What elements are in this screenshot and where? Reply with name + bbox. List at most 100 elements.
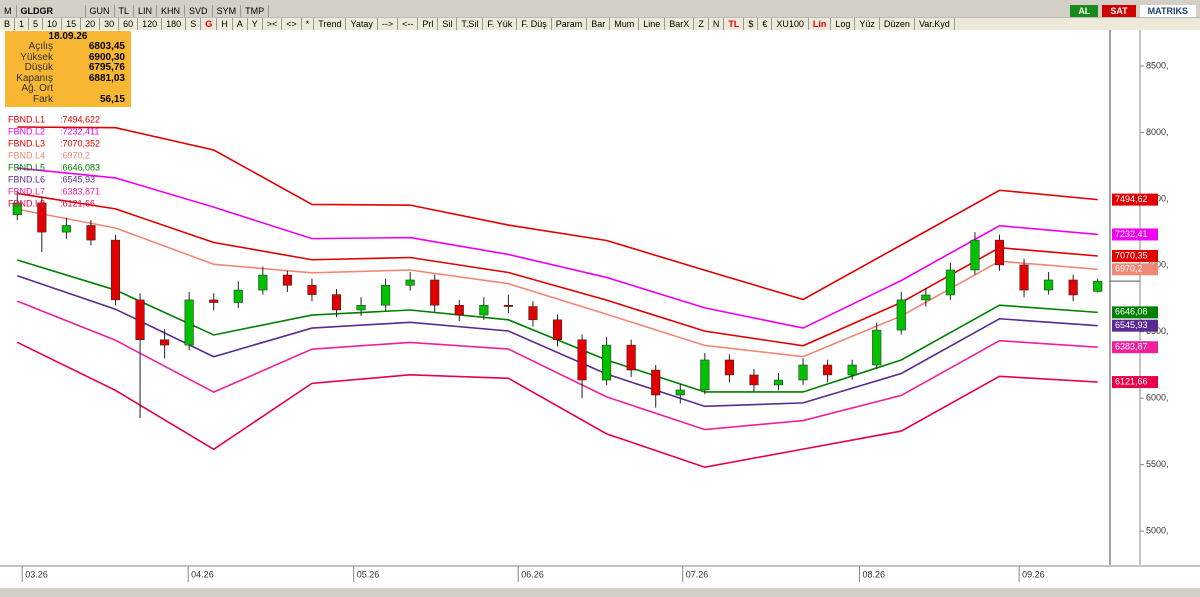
toolbar-button[interactable]: Bar bbox=[587, 18, 611, 30]
toolbar-button[interactable]: Z bbox=[694, 18, 709, 30]
info-label: Açılış bbox=[28, 41, 53, 52]
candle-body bbox=[184, 299, 194, 346]
toolbar-button[interactable]: * bbox=[302, 18, 315, 30]
toolbar-button[interactable]: 180 bbox=[162, 18, 187, 30]
toolbar-button[interactable]: TL bbox=[115, 5, 135, 17]
candle-body bbox=[430, 279, 440, 306]
toolbar-button[interactable]: >< bbox=[263, 18, 283, 30]
toolbar-button[interactable]: 15 bbox=[62, 18, 82, 30]
toolbar-button[interactable]: 120 bbox=[138, 18, 163, 30]
toolbar-button[interactable]: F. Yük bbox=[483, 18, 518, 30]
x-tick-label: 04.26 bbox=[191, 569, 214, 579]
candle-body bbox=[970, 239, 980, 271]
legend-value: :6970,2 bbox=[60, 150, 90, 160]
legend-name: FBND.L2 bbox=[8, 126, 45, 136]
toolbar-button[interactable]: T.Sil bbox=[457, 18, 484, 30]
value-box bbox=[1112, 376, 1158, 389]
band-line bbox=[17, 208, 1098, 358]
toolbar-button[interactable]: SYM bbox=[213, 5, 242, 17]
band-line bbox=[17, 192, 1098, 347]
toolbar-button[interactable]: Prl bbox=[418, 18, 439, 30]
toolbar-button[interactable]: SVD bbox=[185, 5, 213, 17]
buy-button[interactable]: AL bbox=[1070, 5, 1099, 17]
toolbar-button[interactable]: BarX bbox=[665, 18, 695, 30]
toolbar-button[interactable]: € bbox=[758, 18, 773, 30]
toolbar-button[interactable]: 5 bbox=[29, 18, 44, 30]
toolbar-button[interactable]: G bbox=[201, 18, 218, 30]
candle-body bbox=[233, 289, 243, 303]
band-line bbox=[17, 126, 1098, 301]
toolbar-button[interactable]: Yatay bbox=[346, 18, 378, 30]
toolbar-button[interactable]: F. Düş bbox=[517, 18, 552, 30]
toolbar-button[interactable]: 60 bbox=[119, 18, 139, 30]
value-box-label: 6121,66 bbox=[1115, 376, 1148, 386]
legend-value: :6121,66 bbox=[60, 198, 95, 208]
toolbar-top: M GLDGR GUN TL LIN KHN SVD SYM TMP bbox=[0, 5, 1200, 17]
toolbar-button[interactable]: $ bbox=[744, 18, 759, 30]
toolbar-button[interactable]: Param bbox=[552, 18, 588, 30]
toolbar-button[interactable]: B bbox=[0, 18, 16, 30]
candle-body bbox=[282, 274, 292, 286]
toolbar-button[interactable]: Düzen bbox=[880, 18, 915, 30]
value-box-label: 6383,87 bbox=[1115, 342, 1148, 352]
candle-body bbox=[381, 285, 391, 306]
toolbar-button[interactable]: 30 bbox=[100, 18, 120, 30]
toolbar-button[interactable]: N bbox=[709, 18, 725, 30]
toolbar-button[interactable]: TMP bbox=[241, 5, 270, 17]
info-date: 18.09.26 bbox=[48, 31, 88, 42]
candle-body bbox=[528, 306, 538, 321]
value-box bbox=[1112, 228, 1158, 241]
toolbar-button[interactable]: A bbox=[233, 18, 248, 30]
legend-value: :7232,411 bbox=[60, 126, 99, 136]
candle-body bbox=[160, 339, 170, 346]
toolbar-button[interactable]: Trend bbox=[314, 18, 347, 30]
toolbar-button[interactable]: Line bbox=[639, 18, 666, 30]
toolbar-button[interactable]: 1 bbox=[15, 18, 30, 30]
toolbar-button[interactable]: Y bbox=[248, 18, 263, 30]
toolbar-button[interactable]: <> bbox=[282, 18, 302, 30]
sell-button[interactable]: SAT bbox=[1102, 5, 1136, 17]
band-line bbox=[16, 341, 1098, 469]
value-box-label: 6545,93 bbox=[1115, 320, 1148, 330]
toolbar-button[interactable]: TL bbox=[724, 18, 745, 30]
toolbar-button[interactable]: --> bbox=[378, 18, 399, 30]
toolbar-button[interactable]: GUN bbox=[86, 5, 115, 17]
toolbar-button[interactable]: M bbox=[0, 5, 17, 17]
candle-body bbox=[135, 299, 145, 341]
info-label: Yüksek bbox=[20, 51, 53, 63]
toolbar-button[interactable]: Lin bbox=[809, 18, 832, 30]
candle-body bbox=[503, 304, 513, 307]
info-value: 56,15 bbox=[99, 93, 125, 105]
toolbar-button[interactable]: XU100 bbox=[772, 18, 809, 30]
toolbar-button[interactable]: 20 bbox=[81, 18, 101, 30]
toolbar-button[interactable]: LIN bbox=[134, 5, 158, 17]
toolbar-button[interactable]: Var.Kyd bbox=[915, 18, 955, 30]
candle-body bbox=[307, 285, 317, 295]
toolbar-button[interactable]: Yüz bbox=[855, 18, 880, 30]
candle-body bbox=[749, 374, 759, 386]
info-row: Yüksek 6900,30 bbox=[5, 51, 131, 64]
toolbar-button[interactable]: Mum bbox=[610, 18, 640, 30]
toolbar-button[interactable]: <-- bbox=[398, 18, 419, 30]
toolbar-button[interactable]: 10 bbox=[43, 18, 63, 30]
y-tick-label: 5500, bbox=[1146, 459, 1169, 469]
candle-body bbox=[1068, 279, 1078, 296]
y-tick-label: 8500, bbox=[1146, 60, 1169, 70]
toolbar-button[interactable]: Log bbox=[831, 18, 856, 30]
candle-body bbox=[847, 364, 857, 376]
info-box: 18.09.26 Açılış 6803,45 Yüksek 6900,30 Düşük… bbox=[5, 31, 131, 107]
brand: MATRIKS bbox=[1139, 5, 1196, 17]
candle-body bbox=[86, 225, 96, 241]
legend-name: FBND.L6 bbox=[8, 174, 45, 184]
toolbar-button[interactable]: H bbox=[217, 18, 233, 30]
toolbar-button[interactable]: Sil bbox=[438, 18, 458, 30]
toolbar-button[interactable]: GLDGR bbox=[17, 5, 86, 17]
candle-body bbox=[1019, 264, 1029, 291]
value-box bbox=[1112, 249, 1158, 262]
toolbar-button[interactable]: KHN bbox=[157, 5, 186, 17]
legend-value: :6646,083 bbox=[60, 162, 100, 172]
value-box bbox=[1112, 193, 1158, 206]
toolbar-button[interactable]: S bbox=[186, 18, 202, 30]
info-row: Kapanış 6881,03 bbox=[5, 73, 131, 85]
